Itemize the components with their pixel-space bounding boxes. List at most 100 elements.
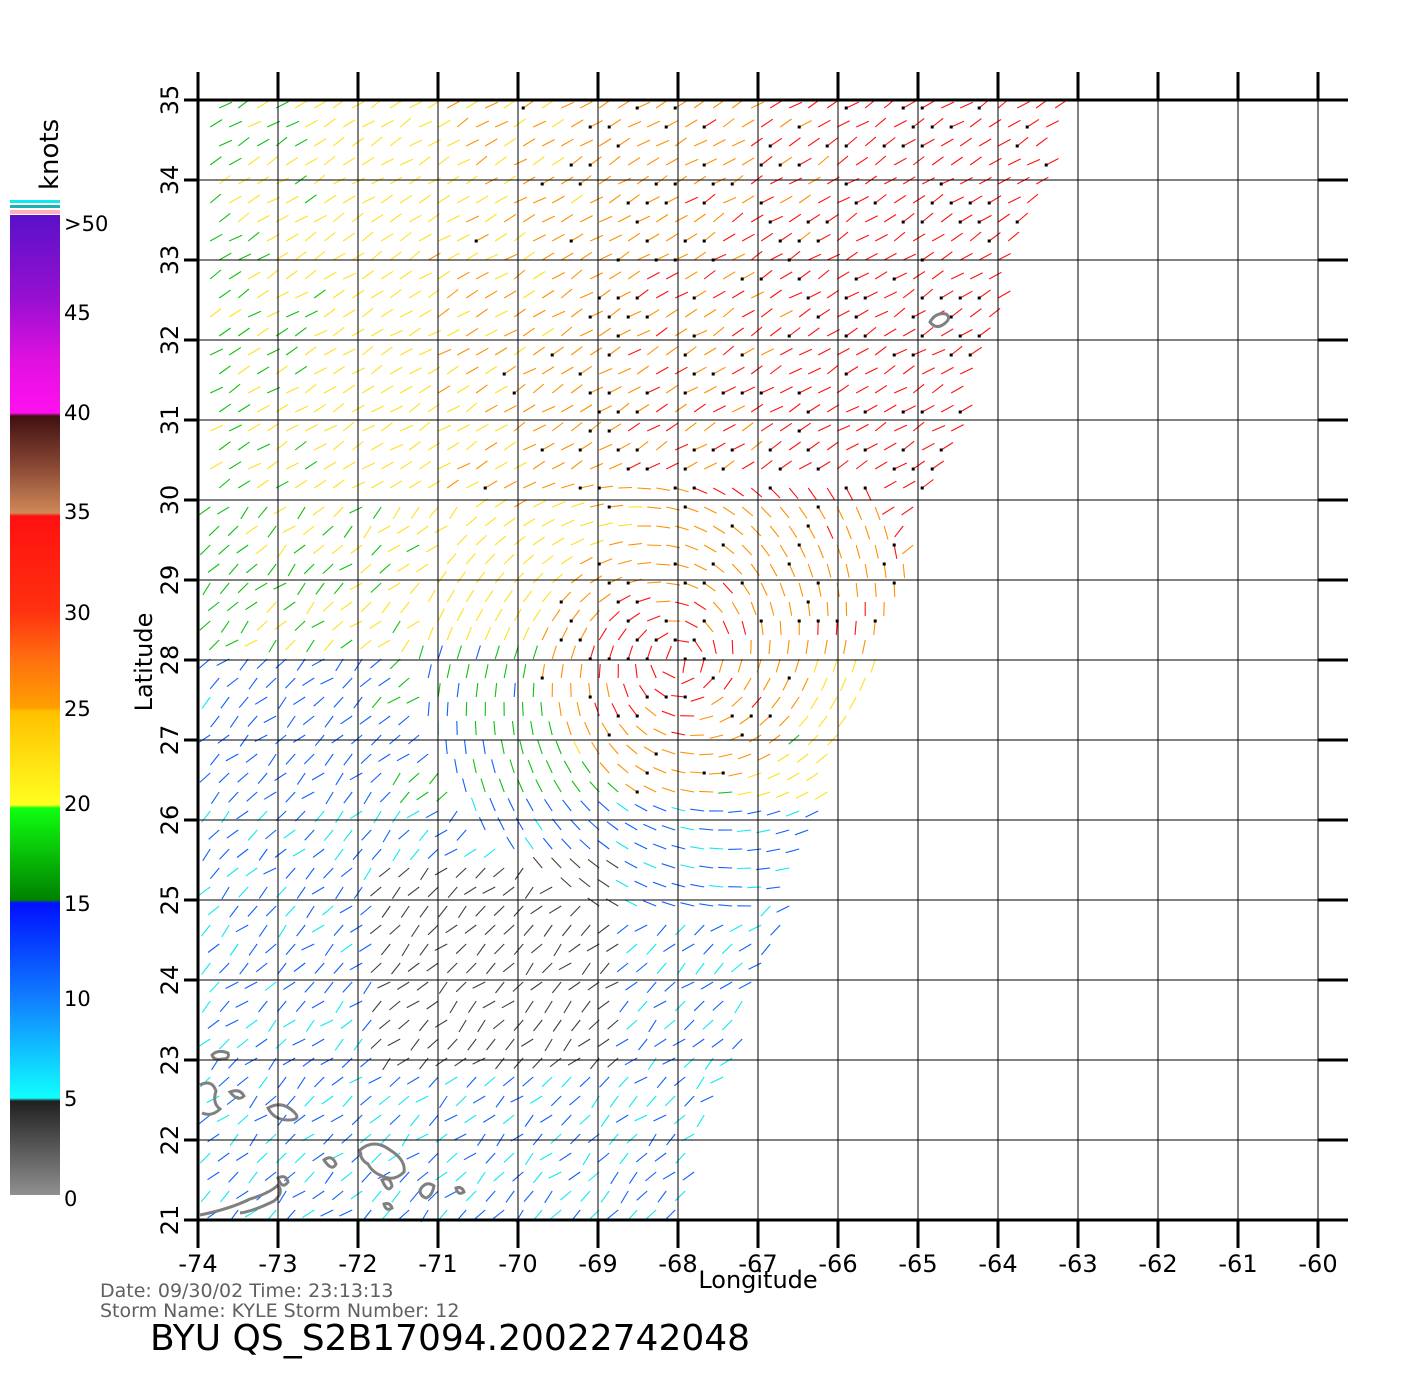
wind-barb <box>294 215 309 223</box>
wind-barb <box>826 404 840 413</box>
rain-flag <box>920 334 924 338</box>
wind-barb <box>532 572 544 584</box>
wind-barb <box>333 962 344 974</box>
wind-barb <box>741 119 755 128</box>
rain-flag <box>844 334 848 338</box>
wind-barb <box>864 215 878 223</box>
wind-barb <box>455 867 467 879</box>
colorbar-top-stripe-3 <box>10 210 60 214</box>
wind-barb <box>788 563 796 578</box>
rain-flag <box>740 733 744 737</box>
wind-barb <box>673 1076 686 1087</box>
wind-barb <box>254 582 268 591</box>
x-tick-label: -68 <box>658 1250 697 1278</box>
wind-barb <box>446 329 460 337</box>
wind-barb <box>634 1076 648 1084</box>
wind-barb <box>550 1133 562 1144</box>
wind-barb <box>782 677 790 691</box>
wind-barb <box>464 924 477 934</box>
wind-barb <box>798 715 809 728</box>
wind-barb <box>940 251 953 261</box>
rain-flag <box>787 562 791 566</box>
wind-barb <box>570 233 584 242</box>
wind-barb <box>712 487 726 496</box>
wind-barb <box>476 1171 486 1185</box>
wind-barb <box>447 886 458 899</box>
rain-flag <box>616 410 620 414</box>
wind-barb <box>359 715 372 725</box>
wind-barb <box>560 288 573 299</box>
wind-barb <box>931 270 944 280</box>
wind-barb <box>824 639 828 654</box>
wind-barb <box>874 582 877 598</box>
rain-flag <box>578 638 582 642</box>
wind-barb <box>282 1019 296 1028</box>
wind-barb <box>503 405 517 413</box>
wind-barb <box>455 1171 467 1182</box>
wind-barb <box>391 810 401 823</box>
wind-barb <box>313 138 327 147</box>
rain-flag <box>1015 220 1019 224</box>
wind-barb <box>313 443 327 451</box>
wind-barb <box>570 194 583 204</box>
wind-barb <box>570 119 584 128</box>
wind-barb <box>483 848 496 859</box>
wind-barb <box>391 886 401 900</box>
wind-barb <box>798 231 811 242</box>
wind-barb <box>551 981 562 994</box>
wind-barb <box>576 702 581 717</box>
wind-barb <box>608 234 623 242</box>
rain-flag <box>569 619 573 623</box>
wind-barb <box>437 462 451 470</box>
wind-barb <box>363 791 372 805</box>
wind-barb <box>465 139 479 147</box>
island-12 <box>454 1186 466 1195</box>
wind-barb <box>285 867 296 879</box>
wind-barb <box>278 924 287 938</box>
wind-barb <box>437 424 452 432</box>
wind-barb <box>665 157 679 166</box>
wind-barb <box>437 385 451 394</box>
wind-barb <box>244 1057 258 1066</box>
wind-barb <box>330 1114 344 1123</box>
wind-barb <box>474 720 477 736</box>
wind-barb <box>627 270 641 280</box>
wind-barb <box>893 424 908 432</box>
wind-barb <box>589 156 602 166</box>
wind-barb <box>656 600 671 603</box>
wind-barb <box>247 120 262 128</box>
rain-flag <box>854 277 858 281</box>
wind-barb <box>608 386 622 394</box>
wind-barb <box>656 563 671 566</box>
wind-barb <box>398 715 410 726</box>
wind-barb <box>509 759 515 774</box>
rain-flag <box>873 201 877 205</box>
wind-barb <box>807 137 821 147</box>
wind-barb <box>274 772 287 782</box>
wind-barb <box>389 288 402 299</box>
wind-barb <box>608 271 622 280</box>
wind-barb <box>209 193 222 204</box>
wind-barb <box>690 771 705 774</box>
wind-barb <box>312 506 325 516</box>
rain-flag <box>949 125 953 129</box>
wind-barb <box>548 1171 562 1179</box>
wind-barb <box>503 517 516 527</box>
wind-barb <box>636 215 651 223</box>
wind-barb <box>874 461 888 470</box>
wind-barb <box>674 253 689 261</box>
wind-barb <box>826 213 840 223</box>
wind-barb <box>859 677 866 692</box>
wind-barb <box>1016 136 1029 147</box>
wind-barb <box>258 1076 268 1089</box>
wind-barb <box>902 288 915 299</box>
wind-barb <box>522 251 535 261</box>
wind-barb <box>680 826 695 831</box>
wind-barb <box>389 480 403 489</box>
wind-barb <box>406 544 420 553</box>
wind-barb <box>855 385 869 394</box>
wind-barb <box>684 196 699 204</box>
wind-barb <box>331 1190 344 1201</box>
wind-barb <box>845 405 860 413</box>
wind-barb <box>380 158 394 166</box>
